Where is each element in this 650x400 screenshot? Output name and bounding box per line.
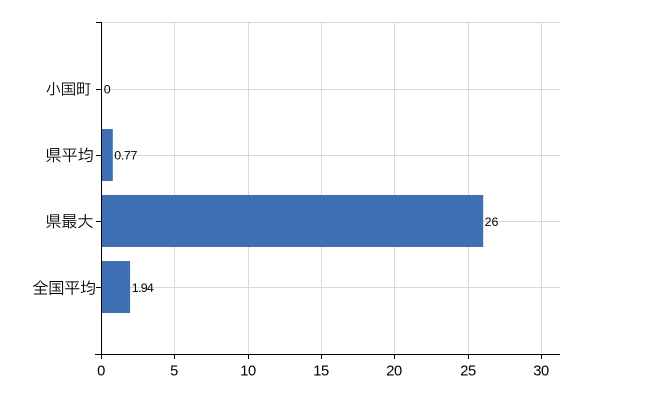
svg-text:15: 15	[313, 364, 329, 380]
svg-text:5: 5	[170, 364, 178, 380]
svg-text:20: 20	[386, 364, 402, 380]
svg-text:10: 10	[240, 364, 256, 380]
svg-text:30: 30	[533, 364, 549, 380]
svg-text:0: 0	[97, 364, 105, 380]
svg-text:26: 26	[485, 215, 499, 229]
svg-text:1.94: 1.94	[132, 281, 154, 295]
svg-text:0: 0	[104, 83, 111, 97]
svg-text:0.77: 0.77	[114, 149, 137, 163]
svg-text:25: 25	[460, 364, 476, 380]
